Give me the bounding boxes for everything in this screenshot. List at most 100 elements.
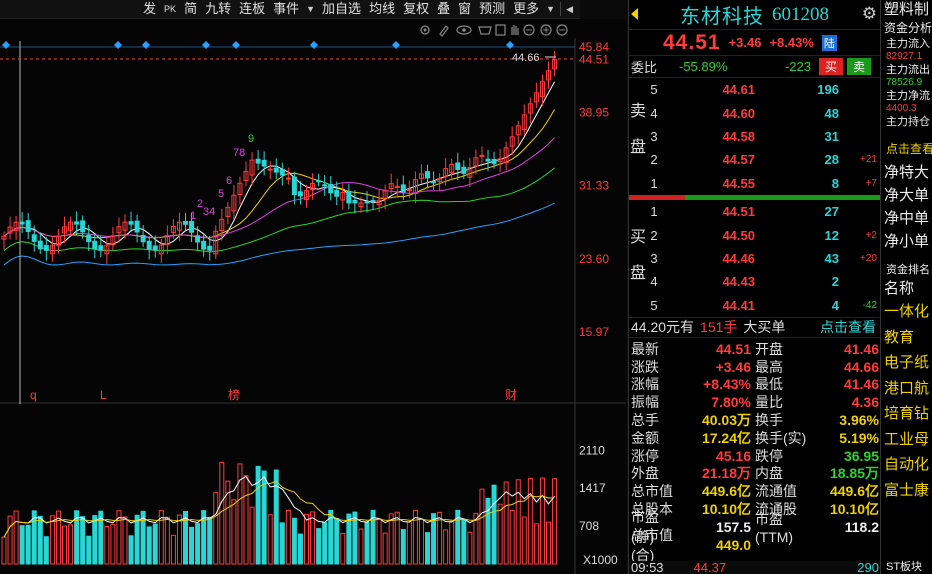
toolbar-divider bbox=[560, 2, 562, 16]
stat-value: +3.46 bbox=[715, 358, 751, 375]
stat-value: 41.46 bbox=[843, 376, 879, 393]
volume-bar bbox=[267, 514, 273, 565]
candle-count-label: 6 bbox=[226, 175, 232, 187]
volume-bar bbox=[98, 510, 104, 565]
toolbar-adjust-button[interactable]: 复权 bbox=[403, 1, 430, 16]
bid-volume-change: -42 bbox=[862, 299, 877, 311]
volume-bar bbox=[116, 510, 122, 565]
volume-bar bbox=[370, 509, 376, 565]
toolbar-more-button[interactable]: 更多 bbox=[513, 1, 540, 16]
prev-stock-arrow-icon[interactable] bbox=[631, 8, 638, 20]
bid-level-2[interactable]: 2 44.50 12 +2 bbox=[629, 223, 880, 246]
minus-circle-icon[interactable] bbox=[556, 24, 568, 36]
ask-level-number: 1 bbox=[650, 175, 658, 191]
sector-title[interactable]: 塑料制 bbox=[884, 1, 930, 18]
toolbar-pk-button[interactable]: PK bbox=[164, 4, 177, 14]
hand-icon[interactable] bbox=[511, 25, 519, 35]
candle-body bbox=[431, 181, 437, 184]
eye-icon[interactable] bbox=[456, 25, 472, 35]
toolbar-collapse-icon[interactable]: ◀ bbox=[566, 3, 573, 14]
moving-average-line bbox=[3, 109, 555, 239]
rank-item[interactable]: 工业母 bbox=[884, 430, 930, 448]
rank-item[interactable]: 一体化 bbox=[884, 303, 930, 320]
candle-body bbox=[37, 240, 43, 250]
gear-icon[interactable]: ⚙ bbox=[861, 4, 877, 23]
bid-level-4[interactable]: 4 44.43 2 bbox=[629, 270, 880, 293]
rank-item[interactable]: 港口航 bbox=[884, 379, 930, 397]
rank-item[interactable]: 自动化 bbox=[884, 456, 930, 473]
volume-bar bbox=[467, 531, 473, 565]
rank-item[interactable]: 富士康 bbox=[884, 481, 930, 499]
volume-bar bbox=[552, 478, 558, 565]
ask-level-number: 4 bbox=[650, 105, 658, 121]
zoom-in-icon[interactable] bbox=[540, 24, 552, 36]
sell-button[interactable]: 卖 bbox=[847, 58, 872, 75]
toolbar-event-dropdown-icon[interactable]: ▼ bbox=[306, 4, 316, 14]
cart-icon[interactable] bbox=[478, 26, 492, 35]
toolbar-predict-button[interactable]: 预测 bbox=[479, 1, 506, 16]
toolbar-simple-button[interactable]: 简 bbox=[184, 1, 198, 16]
volume-bar bbox=[183, 510, 188, 565]
zoom-out-icon[interactable] bbox=[523, 24, 535, 36]
big-order-link[interactable]: 点击查看 bbox=[820, 319, 876, 336]
candle-body bbox=[255, 158, 261, 164]
rank-item[interactable]: 电子纸 bbox=[884, 354, 930, 371]
toolbar-window-button[interactable]: 窗 bbox=[458, 1, 472, 16]
kline-chart[interactable]: 1 2 34 5 6 78 9 45.84 44.51 38.95 31.33 23.60 15.97… bbox=[0, 19, 626, 574]
fund-flow-label: 主力流入 bbox=[886, 38, 930, 50]
ask-volume-change: +21 bbox=[860, 154, 877, 166]
exchange-badge: 陆 bbox=[821, 34, 837, 51]
volume-bar bbox=[55, 510, 61, 565]
toolbar-lianban-button[interactable]: 连板 bbox=[239, 1, 266, 16]
toolbar-ma-button[interactable]: 均线 bbox=[369, 1, 396, 16]
ask-volume-change: +7 bbox=[865, 177, 877, 189]
ask-level-3[interactable]: 3 44.58 31 bbox=[629, 125, 880, 148]
bid-level-3[interactable]: 3 44.46 43 +20 bbox=[629, 247, 880, 270]
ask-level-4[interactable]: 4 44.60 48 bbox=[629, 101, 880, 124]
rank-item[interactable]: 培育钻 bbox=[884, 405, 930, 422]
bid-volume: 4 bbox=[831, 297, 839, 313]
rank-item[interactable]: 教育 bbox=[884, 328, 915, 346]
volume-bar bbox=[201, 510, 207, 565]
candle-body bbox=[533, 92, 539, 103]
toolbar-more-dropdown-icon[interactable]: ▼ bbox=[546, 4, 556, 14]
volume-bar bbox=[255, 465, 261, 565]
volume-bar bbox=[334, 518, 340, 565]
stock-name: 东材科技 bbox=[680, 6, 764, 28]
candle-body bbox=[527, 103, 533, 114]
ask-level-5[interactable]: 5 44.61 196 bbox=[629, 78, 880, 101]
fund-detail-link[interactable]: 点击查看 bbox=[886, 142, 932, 156]
ask-volume: 28 bbox=[824, 152, 839, 168]
st-sector-label[interactable]: ST板块 bbox=[886, 561, 923, 573]
diamond-marker bbox=[2, 41, 10, 49]
toolbar-jiuzhuan-button[interactable]: 九转 bbox=[205, 1, 232, 16]
candle-body bbox=[503, 147, 509, 164]
toolbar-event-button[interactable]: 事件 bbox=[273, 1, 300, 16]
price-tick-label: 15.97 bbox=[579, 325, 609, 339]
toolbar-overlay-button[interactable]: 叠 bbox=[437, 1, 451, 16]
volume-tick-label: 708 bbox=[579, 519, 599, 533]
ask-price: 44.57 bbox=[722, 152, 755, 168]
candle-body bbox=[49, 244, 55, 255]
buy-button[interactable]: 买 bbox=[819, 58, 844, 75]
volume-bar bbox=[406, 521, 412, 565]
candle-body bbox=[346, 190, 352, 204]
volume-bar bbox=[521, 516, 527, 565]
bid-level-5[interactable]: 5 44.41 4 -42 bbox=[629, 294, 880, 317]
toolbar-fa-button[interactable]: 发 bbox=[143, 1, 157, 16]
bid-book: 买 盘 1 44.51 27 2 44.50 12 +2 3 44.46 43 … bbox=[629, 200, 880, 317]
brush-icon[interactable] bbox=[439, 25, 449, 37]
ask-level-1[interactable]: 1 44.55 8 +7 bbox=[629, 172, 880, 195]
stat-label: 总股本 bbox=[631, 500, 673, 517]
stat-label: 市盈(静) bbox=[631, 508, 659, 545]
toolbar-add-watchlist-button[interactable]: 加自选 bbox=[322, 1, 362, 16]
settings-icon[interactable] bbox=[420, 25, 430, 35]
ask-level-2[interactable]: 2 44.57 28 +21 bbox=[629, 148, 880, 171]
ask-volume: 196 bbox=[817, 82, 839, 98]
bid-level-1[interactable]: 1 44.51 27 bbox=[629, 200, 880, 223]
volume-bar bbox=[285, 509, 291, 565]
candle-body bbox=[412, 179, 418, 194]
copy-icon[interactable] bbox=[495, 24, 506, 36]
volume-bar bbox=[497, 503, 503, 565]
